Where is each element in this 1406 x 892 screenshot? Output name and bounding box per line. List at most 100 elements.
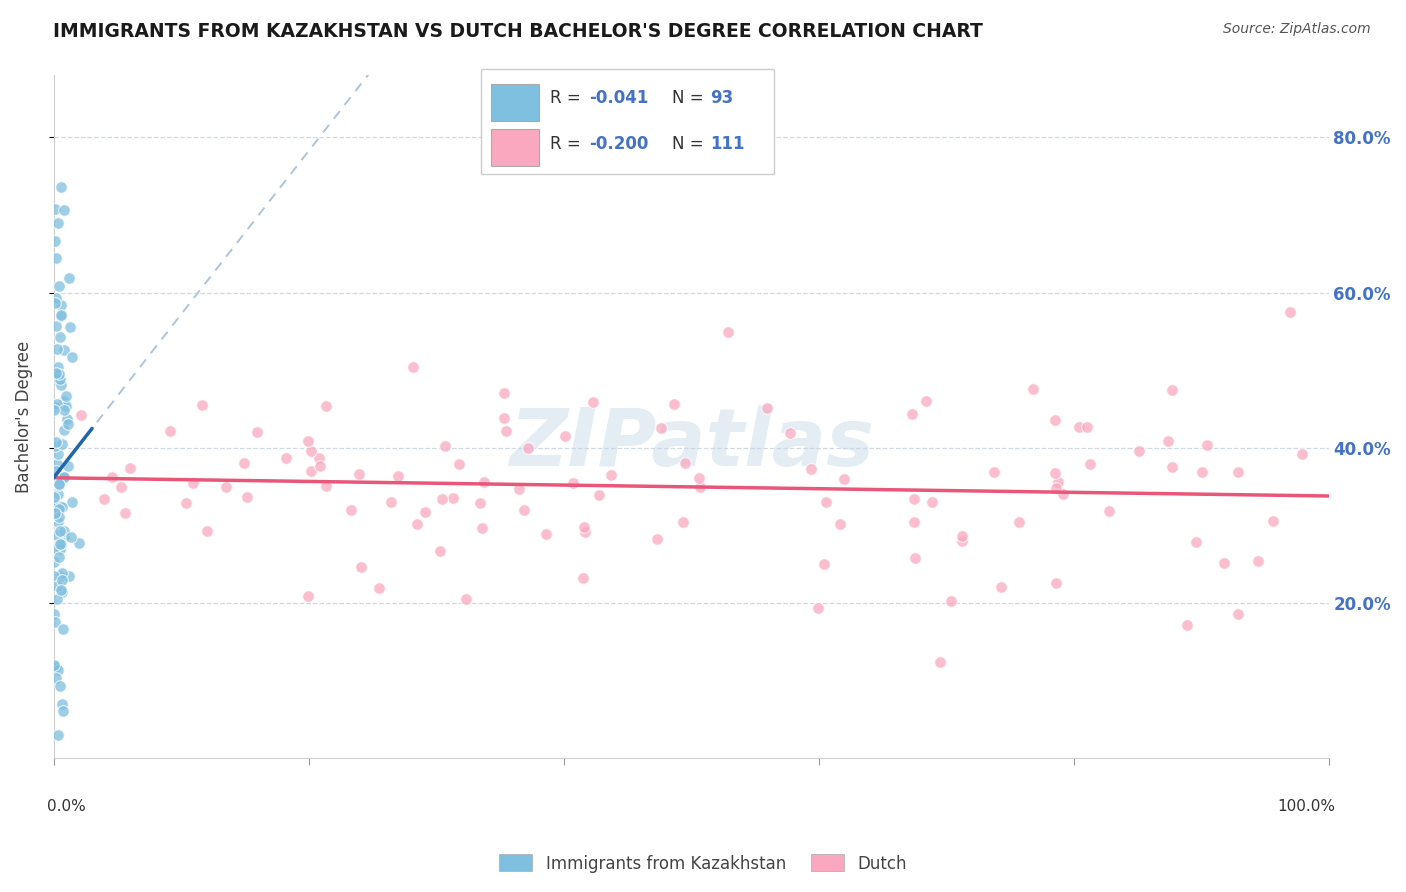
Point [69,408,91,422]
Point [582,395,605,409]
Point [1185,535,1208,549]
Point [58,569,80,583]
Point [574,525,596,540]
Point [1175,618,1198,632]
Point [1022,382,1045,396]
Point [51,584,73,599]
Point [53,393,76,408]
Point [495,424,517,438]
Point [46,592,69,607]
Point [1195,438,1218,452]
Point [45,366,67,380]
Point [387,468,409,483]
Point [990,581,1012,595]
Point [44,403,66,417]
Point [494,410,516,425]
Point [49,180,72,194]
Point [534,527,557,541]
Point [413,505,436,519]
Point [449,457,471,471]
Point [814,495,837,509]
Point [51,500,73,515]
Point [114,506,136,520]
Point [471,521,494,535]
Point [308,458,330,473]
Point [755,401,778,415]
Point [1045,575,1067,590]
Point [1261,514,1284,528]
Point [983,465,1005,479]
Point [53,423,76,437]
Point [1052,487,1074,501]
Point [48,509,70,524]
Point [60,529,83,543]
Point [901,407,924,421]
Point [48,477,70,491]
Point [468,496,491,510]
Point [67,535,90,549]
Point [433,439,456,453]
Point [44,541,66,556]
Point [60,350,83,364]
Point [44,506,66,520]
Point [51,697,73,711]
Point [456,592,478,607]
Point [44,508,66,523]
Text: R =: R = [550,89,586,107]
Point [600,467,623,482]
Point [48,367,70,381]
Point [689,480,711,494]
Text: -0.200: -0.200 [589,135,648,153]
Point [101,469,124,483]
Text: N =: N = [672,135,709,153]
Point [572,571,595,585]
Point [49,679,72,693]
Point [512,503,534,517]
Point [939,593,962,607]
Point [554,429,576,443]
Point [45,671,67,685]
Point [1076,420,1098,434]
Point [1226,465,1249,479]
Point [516,441,538,455]
Point [44,658,66,673]
Point [56,417,79,431]
Point [1160,459,1182,474]
Point [46,663,69,677]
Point [350,560,373,574]
Point [688,470,710,484]
Point [299,464,322,478]
Point [49,524,72,539]
Point [52,530,75,544]
Point [46,487,69,501]
Point [588,488,610,502]
Point [46,516,69,530]
Point [308,451,330,466]
Point [1043,413,1066,427]
Point [1279,305,1302,319]
Point [347,467,370,481]
Point [662,397,685,411]
Point [48,373,70,387]
Point [44,439,66,453]
Point [1045,467,1067,481]
Point [48,501,70,516]
Point [51,537,73,551]
Point [195,524,218,538]
FancyBboxPatch shape [491,84,540,121]
Point [903,551,925,566]
Legend: Immigrants from Kazakhstan, Dutch: Immigrants from Kazakhstan, Dutch [492,847,914,880]
Point [53,470,76,484]
Text: 100.0%: 100.0% [1277,799,1334,814]
Point [441,491,464,505]
Point [46,579,69,593]
Point [53,343,76,357]
Point [645,532,668,546]
Point [45,498,67,512]
Point [58,271,80,285]
Point [572,520,595,534]
Point [297,590,319,604]
Point [44,607,66,622]
Point [51,309,73,323]
Point [832,472,855,486]
